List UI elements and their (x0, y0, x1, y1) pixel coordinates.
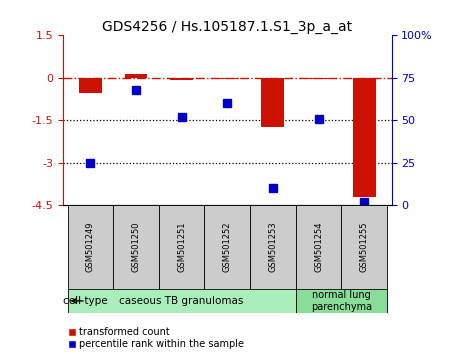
FancyBboxPatch shape (296, 289, 387, 313)
Bar (307, 78, 330, 79)
FancyBboxPatch shape (68, 289, 296, 313)
Text: GSM501253: GSM501253 (268, 222, 277, 272)
Bar (353, 78, 376, 197)
FancyBboxPatch shape (341, 205, 387, 289)
FancyBboxPatch shape (159, 205, 204, 289)
FancyBboxPatch shape (204, 205, 250, 289)
Bar (125, 74, 148, 78)
Text: normal lung
parenchyma: normal lung parenchyma (311, 290, 372, 312)
Title: GDS4256 / Hs.105187.1.S1_3p_a_at: GDS4256 / Hs.105187.1.S1_3p_a_at (102, 21, 352, 34)
Text: GSM501249: GSM501249 (86, 222, 95, 272)
Legend: transformed count, percentile rank within the sample: transformed count, percentile rank withi… (68, 327, 243, 349)
Text: GSM501252: GSM501252 (223, 222, 232, 272)
Text: cell type: cell type (63, 296, 108, 306)
Text: GSM501250: GSM501250 (131, 222, 140, 272)
Bar (216, 78, 239, 79)
Bar (79, 78, 102, 93)
Text: caseous TB granulomas: caseous TB granulomas (119, 296, 244, 306)
Bar (261, 78, 284, 127)
FancyBboxPatch shape (113, 205, 159, 289)
Text: GSM501255: GSM501255 (360, 222, 369, 272)
FancyBboxPatch shape (68, 205, 113, 289)
Text: GSM501254: GSM501254 (314, 222, 323, 272)
FancyBboxPatch shape (250, 205, 296, 289)
Text: GSM501251: GSM501251 (177, 222, 186, 272)
FancyBboxPatch shape (296, 205, 341, 289)
Bar (170, 78, 193, 80)
